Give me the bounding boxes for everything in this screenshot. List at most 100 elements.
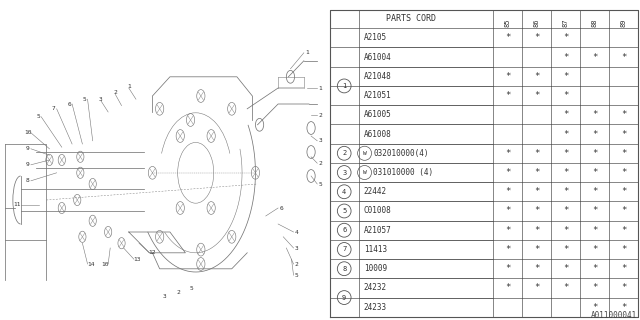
Text: *: *: [563, 110, 568, 119]
Text: *: *: [534, 226, 540, 235]
Text: *: *: [534, 33, 540, 42]
Text: 3: 3: [295, 245, 298, 251]
Text: *: *: [621, 187, 627, 196]
Text: 9: 9: [342, 295, 346, 300]
Text: *: *: [505, 149, 511, 158]
Text: 7: 7: [52, 106, 56, 111]
Text: *: *: [505, 33, 511, 42]
Text: *: *: [592, 206, 598, 215]
Text: 2: 2: [319, 113, 322, 118]
Text: 032010000(4): 032010000(4): [374, 149, 429, 158]
Text: *: *: [505, 91, 511, 100]
Text: C01008: C01008: [364, 206, 392, 215]
Text: *: *: [505, 245, 511, 254]
Text: 4: 4: [342, 189, 346, 195]
Text: 8: 8: [26, 178, 29, 183]
Text: 9: 9: [26, 146, 29, 151]
Text: 88: 88: [592, 18, 598, 27]
Text: 86: 86: [534, 18, 540, 27]
Text: 89: 89: [621, 18, 627, 27]
Text: 14: 14: [87, 261, 94, 267]
Text: 3: 3: [163, 293, 166, 299]
Text: *: *: [534, 284, 540, 292]
Text: 10: 10: [24, 130, 31, 135]
Text: 22442: 22442: [364, 187, 387, 196]
Text: *: *: [534, 245, 540, 254]
Text: A61004: A61004: [364, 52, 392, 61]
Text: 6: 6: [67, 101, 71, 107]
Text: 10: 10: [101, 261, 109, 267]
Text: 24233: 24233: [364, 303, 387, 312]
Text: 3: 3: [342, 170, 346, 175]
Text: 2: 2: [319, 161, 322, 166]
Text: *: *: [505, 284, 511, 292]
Text: A21057: A21057: [364, 226, 392, 235]
Text: 1: 1: [305, 50, 309, 55]
Text: *: *: [592, 187, 598, 196]
Text: A2105: A2105: [364, 33, 387, 42]
Text: *: *: [505, 206, 511, 215]
Text: *: *: [563, 187, 568, 196]
Text: 12: 12: [148, 250, 156, 255]
Text: 3: 3: [99, 97, 103, 102]
Text: *: *: [592, 130, 598, 139]
Text: PARTS CORD: PARTS CORD: [387, 14, 436, 23]
Text: *: *: [563, 33, 568, 42]
Text: 6: 6: [342, 227, 346, 233]
Text: 1: 1: [319, 85, 322, 91]
Text: 7: 7: [342, 246, 346, 252]
Text: 87: 87: [563, 18, 569, 27]
Text: *: *: [505, 168, 511, 177]
Text: 85: 85: [505, 18, 511, 27]
Text: *: *: [534, 264, 540, 273]
Text: *: *: [534, 206, 540, 215]
Text: 1: 1: [342, 83, 346, 89]
Text: *: *: [621, 52, 627, 61]
Text: 13: 13: [133, 257, 141, 262]
Text: *: *: [563, 284, 568, 292]
Text: W: W: [363, 170, 367, 175]
Text: *: *: [505, 72, 511, 81]
Text: *: *: [563, 130, 568, 139]
Text: *: *: [563, 91, 568, 100]
Text: 6: 6: [279, 205, 283, 211]
Text: 2: 2: [176, 290, 180, 295]
Text: *: *: [563, 72, 568, 81]
Text: *: *: [534, 187, 540, 196]
Text: *: *: [592, 284, 598, 292]
Text: 3: 3: [319, 138, 322, 143]
Text: *: *: [592, 52, 598, 61]
Text: 5: 5: [295, 273, 298, 278]
Text: *: *: [621, 130, 627, 139]
Text: 5: 5: [319, 181, 322, 187]
Text: A61005: A61005: [364, 110, 392, 119]
Text: 11: 11: [14, 202, 21, 207]
Text: *: *: [563, 52, 568, 61]
Text: *: *: [592, 264, 598, 273]
Text: 2: 2: [342, 150, 346, 156]
Text: *: *: [621, 168, 627, 177]
Text: W: W: [363, 151, 367, 156]
Text: *: *: [621, 149, 627, 158]
Text: *: *: [563, 245, 568, 254]
Text: 5: 5: [83, 97, 86, 102]
Text: A21048: A21048: [364, 72, 392, 81]
Text: *: *: [563, 149, 568, 158]
Text: *: *: [592, 303, 598, 312]
Text: *: *: [534, 149, 540, 158]
Text: *: *: [592, 226, 598, 235]
Text: *: *: [505, 264, 511, 273]
Text: 031010000 (4): 031010000 (4): [374, 168, 433, 177]
Text: 2: 2: [295, 261, 298, 267]
Text: 4: 4: [295, 229, 298, 235]
Text: 11413: 11413: [364, 245, 387, 254]
Text: 10009: 10009: [364, 264, 387, 273]
Text: 5: 5: [189, 285, 193, 291]
Text: A61008: A61008: [364, 130, 392, 139]
Text: *: *: [505, 226, 511, 235]
Text: *: *: [592, 149, 598, 158]
Text: *: *: [563, 168, 568, 177]
Text: *: *: [534, 72, 540, 81]
Text: A011000041: A011000041: [591, 311, 637, 320]
Text: *: *: [621, 110, 627, 119]
